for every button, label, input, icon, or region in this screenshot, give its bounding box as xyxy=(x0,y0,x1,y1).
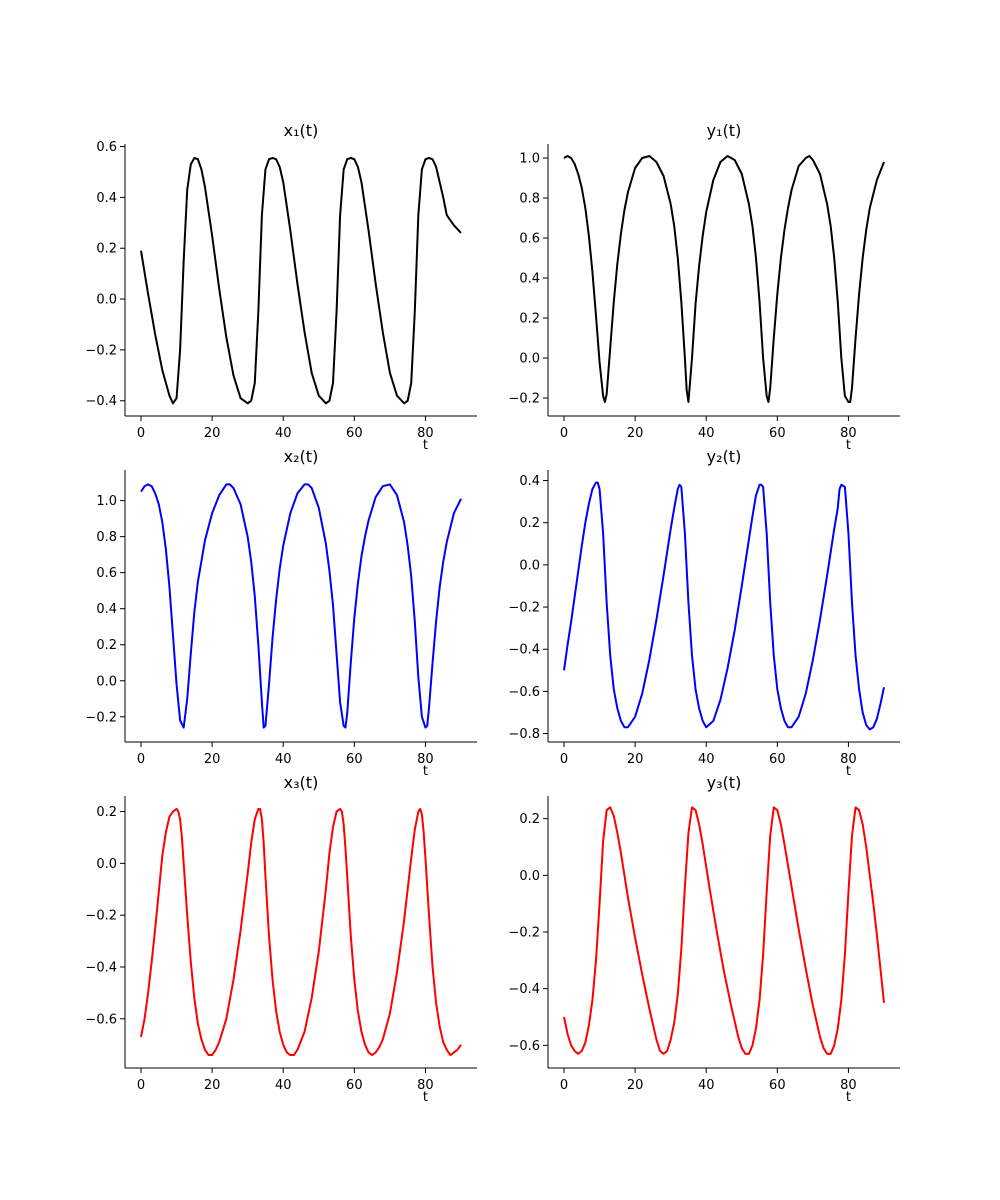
y-tick-label: −0.4 xyxy=(85,960,117,975)
y-tick-label: 0.0 xyxy=(519,352,540,367)
y-tick-label: 1.0 xyxy=(96,494,117,509)
y-tick-label: 0.6 xyxy=(519,232,540,247)
y-tick-label: −0.2 xyxy=(508,926,540,941)
x-tick-label: 60 xyxy=(346,426,363,441)
x-tick-label: 40 xyxy=(275,752,292,767)
x-tick-label: 0 xyxy=(560,426,568,441)
y-tick-label: 0.2 xyxy=(519,812,540,827)
x-tick-label: 80 xyxy=(417,752,434,767)
series-line xyxy=(140,156,462,405)
x-tick-label: 0 xyxy=(137,1078,145,1093)
y-tick-label: 0.4 xyxy=(519,272,540,287)
x-tick-label: 0 xyxy=(137,426,145,441)
y-tick-label: −0.2 xyxy=(85,343,117,358)
x-tick-label: 0 xyxy=(560,1078,568,1093)
x-axis-label: t xyxy=(846,764,851,779)
y-tick-label: 0.0 xyxy=(96,293,117,308)
y-tick-label: −0.6 xyxy=(85,1012,117,1027)
x-tick-label: 60 xyxy=(346,752,363,767)
chart-panel-2: y₁(t) 0 20 40 60 80t −0.2 0.0 0.2 0.4 0.6 0.8 1.0 xyxy=(508,121,900,453)
y-tick-label: 0.8 xyxy=(519,192,540,207)
y-tick-label: −0.2 xyxy=(85,710,117,725)
x-tick-label: 80 xyxy=(417,426,434,441)
x-tick-label: 20 xyxy=(627,426,644,441)
chart-title: y₁(t) xyxy=(707,121,742,140)
x-tick-label: 80 xyxy=(840,1078,857,1093)
x-tick-label: 20 xyxy=(627,752,644,767)
chart-title: x₃(t) xyxy=(284,773,319,792)
x-tick-label: 40 xyxy=(698,752,715,767)
chart-panel-3: x₂(t) 0 20 40 60 80t −0.2 0.0 0.2 0.4 0.6 0.8 1.0 xyxy=(85,447,477,779)
y-tick-label: −0.8 xyxy=(508,727,540,742)
y-tick-label: −0.2 xyxy=(508,392,540,407)
series-line xyxy=(140,483,462,729)
y-tick-label: 0.0 xyxy=(96,857,117,872)
x-tick-label: 40 xyxy=(698,426,715,441)
y-tick-label: 0.4 xyxy=(519,474,540,489)
x-tick-label: 0 xyxy=(560,752,568,767)
y-tick-label: −0.2 xyxy=(508,601,540,616)
series-line xyxy=(563,155,885,403)
series-line xyxy=(563,481,885,731)
y-tick-label: −0.6 xyxy=(508,1039,540,1054)
x-tick-label: 60 xyxy=(769,426,786,441)
chart-panel-6: y₃(t) 0 20 40 60 80t −0.6 −0.4 −0.2 0.0 0.2 xyxy=(508,773,900,1105)
y-tick-label: −0.4 xyxy=(508,982,540,997)
y-tick-label: 0.2 xyxy=(519,516,540,531)
y-tick-label: 1.0 xyxy=(519,152,540,167)
y-tick-label: 0.6 xyxy=(96,140,117,155)
x-tick-label: 40 xyxy=(698,1078,715,1093)
x-tick-label: 20 xyxy=(204,752,221,767)
y-tick-label: 0.8 xyxy=(96,530,117,545)
series-line xyxy=(563,806,885,1055)
x-tick-label: 0 xyxy=(137,752,145,767)
y-tick-label: 0.0 xyxy=(519,558,540,573)
x-axis-label: t xyxy=(846,438,851,453)
y-tick-label: 0.0 xyxy=(519,869,540,884)
y-tick-label: 0.4 xyxy=(96,191,117,206)
x-tick-label: 60 xyxy=(346,1078,363,1093)
chart-panel-4: y₂(t) 0 20 40 60 80t −0.8 −0.6 −0.4 −0.2 0.0 0.2 0.4 xyxy=(508,447,900,779)
y-tick-label: 0.0 xyxy=(96,674,117,689)
x-tick-label: 60 xyxy=(769,752,786,767)
y-tick-label: −0.4 xyxy=(508,643,540,658)
x-tick-label: 20 xyxy=(204,1078,221,1093)
x-tick-label: 20 xyxy=(627,1078,644,1093)
x-tick-label: 60 xyxy=(769,1078,786,1093)
y-tick-label: 0.2 xyxy=(96,242,117,257)
chart-panel-5: x₃(t) 0 20 40 60 80t −0.6 −0.4 −0.2 0.0 0.2 xyxy=(85,773,477,1105)
x-tick-label: 40 xyxy=(275,426,292,441)
chart-panel-1: x₁(t) 0 20 40 60 80t −0.4 −0.2 0.0 0.2 0.4 0.6 xyxy=(85,121,477,453)
chart-title: y₂(t) xyxy=(707,447,742,466)
x-tick-label: 40 xyxy=(275,1078,292,1093)
chart-title: x₂(t) xyxy=(284,447,319,466)
y-tick-label: 0.2 xyxy=(96,805,117,820)
chart-title: x₁(t) xyxy=(284,121,319,140)
series-line xyxy=(140,807,462,1057)
x-axis-label: t xyxy=(423,438,428,453)
x-axis-label: t xyxy=(846,1090,851,1105)
chart-title: y₃(t) xyxy=(707,773,742,792)
y-tick-label: 0.2 xyxy=(96,638,117,653)
y-tick-label: −0.4 xyxy=(85,394,117,409)
x-axis-label: t xyxy=(423,1090,428,1105)
y-tick-label: 0.4 xyxy=(96,602,117,617)
x-tick-label: 80 xyxy=(840,752,857,767)
y-tick-label: 0.6 xyxy=(96,566,117,581)
y-tick-label: 0.2 xyxy=(519,312,540,327)
x-axis-label: t xyxy=(423,764,428,779)
x-tick-label: 80 xyxy=(417,1078,434,1093)
x-tick-label: 80 xyxy=(840,426,857,441)
y-tick-label: −0.2 xyxy=(85,909,117,924)
y-tick-label: −0.6 xyxy=(508,685,540,700)
x-tick-label: 20 xyxy=(204,426,221,441)
